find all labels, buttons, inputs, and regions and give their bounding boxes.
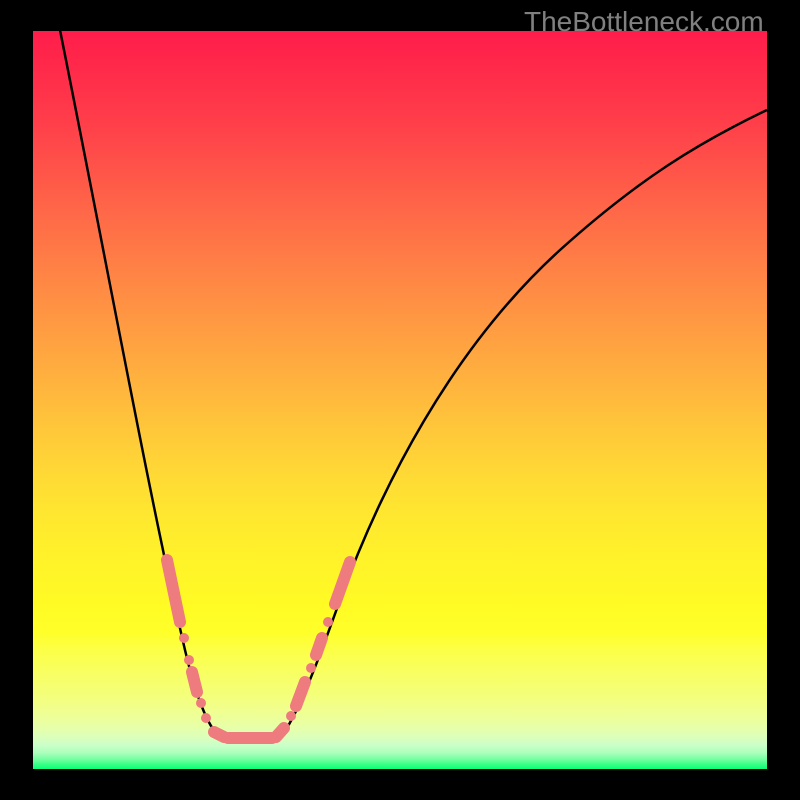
chart-frame: TheBottleneck.com — [0, 0, 800, 800]
marker-capsule — [296, 682, 305, 706]
marker-dot — [323, 617, 333, 627]
marker-capsule — [192, 672, 197, 692]
bottleneck-curve — [60, 30, 220, 738]
marker-dot — [196, 698, 206, 708]
marker-capsule — [316, 638, 322, 655]
marker-capsule — [335, 562, 350, 604]
marker-dot — [306, 663, 316, 673]
curve-layer — [0, 0, 800, 800]
marker-capsule — [167, 560, 180, 622]
marker-dot — [184, 655, 194, 665]
bottleneck-curve — [280, 110, 767, 738]
marker-dot — [201, 713, 211, 723]
marker-dot — [179, 633, 189, 643]
marker-dot — [286, 711, 296, 721]
